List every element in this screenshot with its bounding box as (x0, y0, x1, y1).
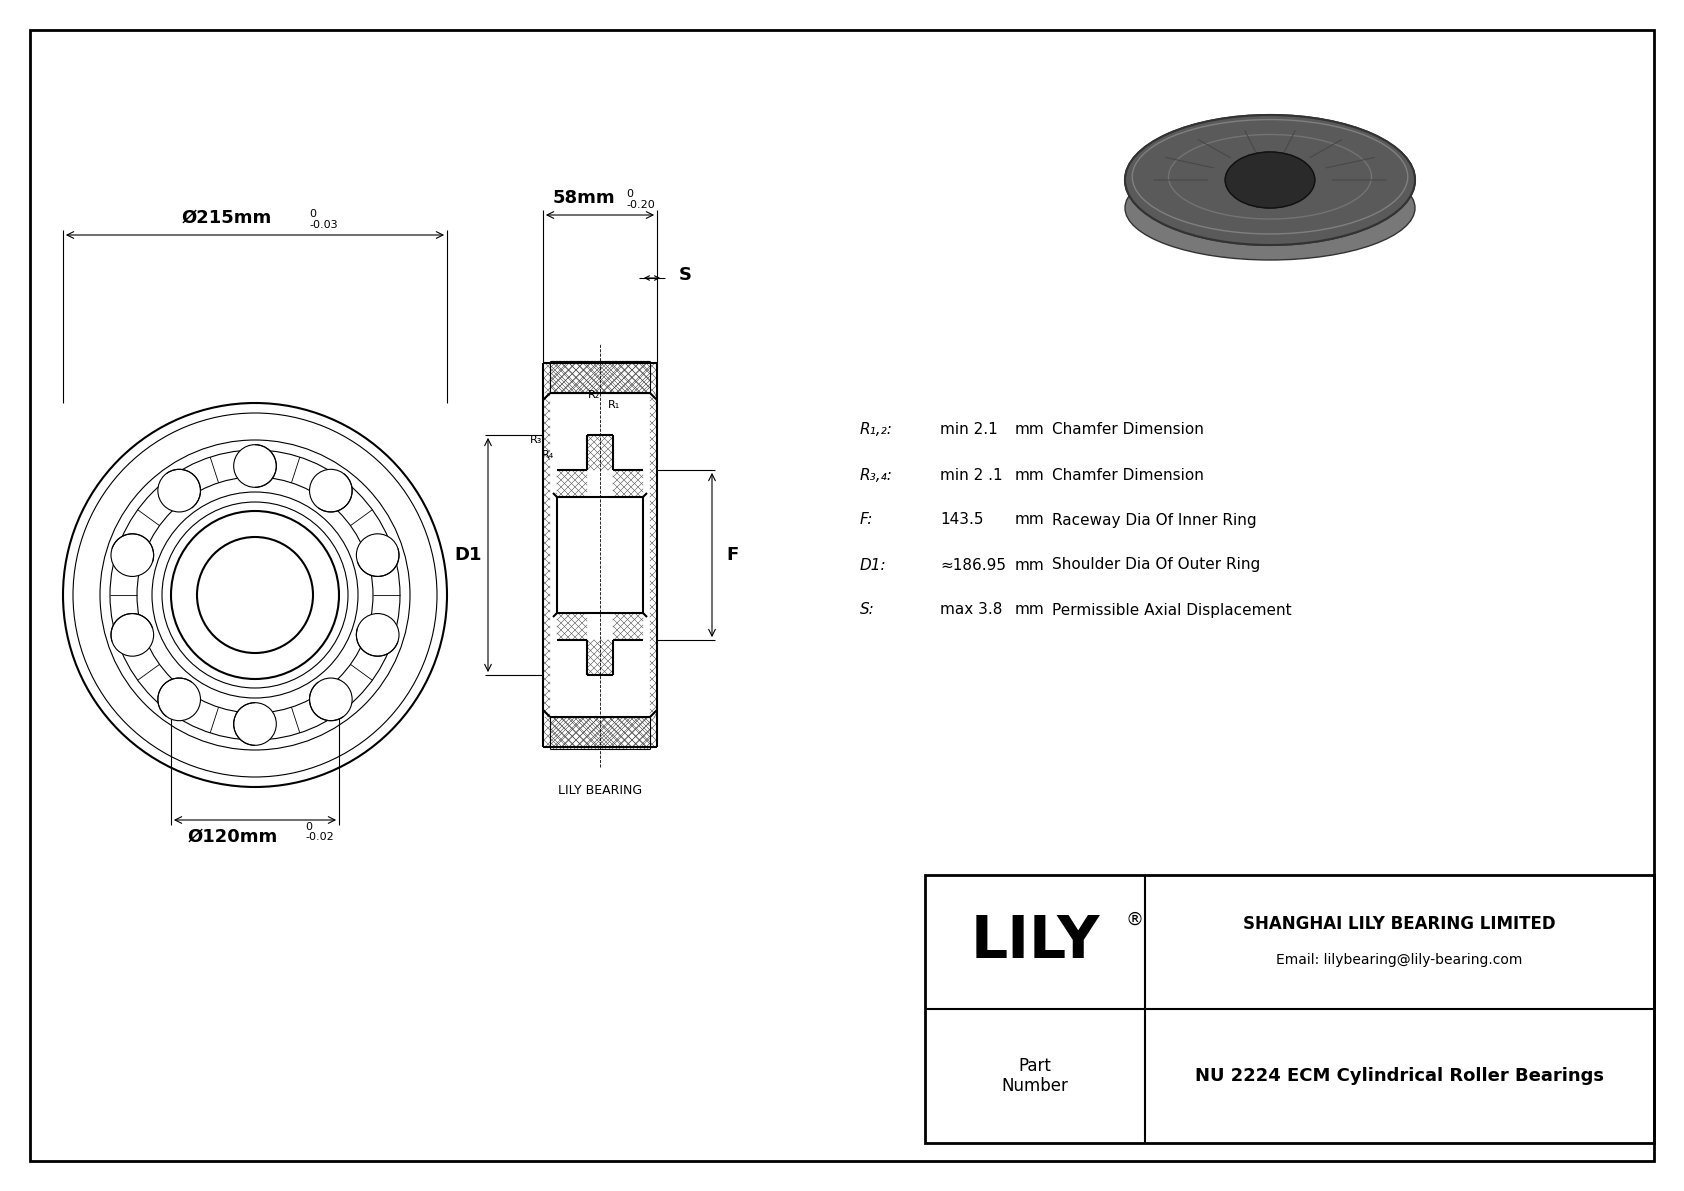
Text: 0: 0 (305, 822, 312, 833)
Text: LILY: LILY (970, 913, 1100, 971)
Text: min 2.1: min 2.1 (940, 423, 997, 437)
Circle shape (357, 613, 399, 656)
Text: LILY BEARING: LILY BEARING (557, 784, 642, 797)
Text: R₁,₂:: R₁,₂: (861, 423, 893, 437)
FancyArrowPatch shape (1199, 139, 1231, 157)
Text: R₂: R₂ (588, 389, 600, 400)
Text: Shoulder Dia Of Outer Ring: Shoulder Dia Of Outer Ring (1052, 557, 1260, 573)
Bar (925, 875, 1654, 1143)
Text: Ø215mm: Ø215mm (182, 208, 273, 227)
Ellipse shape (1125, 116, 1415, 245)
Text: mm: mm (1015, 423, 1044, 437)
Circle shape (234, 444, 276, 487)
Text: -0.02: -0.02 (305, 833, 333, 842)
Text: Chamfer Dimension: Chamfer Dimension (1052, 423, 1204, 437)
Text: NU 2224 ECM Cylindrical Roller Bearings: NU 2224 ECM Cylindrical Roller Bearings (1196, 1067, 1603, 1085)
Text: min 2 .1: min 2 .1 (940, 468, 1002, 482)
Ellipse shape (1125, 116, 1415, 245)
Text: 58mm: 58mm (552, 189, 615, 207)
Text: ®: ® (1127, 911, 1143, 929)
Text: mm: mm (1015, 557, 1044, 573)
Text: Part
Number: Part Number (1002, 1056, 1068, 1096)
Text: Chamfer Dimension: Chamfer Dimension (1052, 468, 1204, 482)
Text: -0.03: -0.03 (308, 220, 337, 230)
Text: max 3.8: max 3.8 (940, 603, 1002, 617)
Circle shape (234, 703, 276, 746)
Text: S: S (679, 266, 692, 283)
Text: 0: 0 (626, 189, 633, 199)
Text: D1:: D1: (861, 557, 886, 573)
Text: 143.5: 143.5 (940, 512, 983, 528)
Ellipse shape (1226, 152, 1315, 208)
Text: mm: mm (1015, 468, 1044, 482)
Text: R₃: R₃ (530, 435, 542, 445)
Ellipse shape (1125, 156, 1415, 260)
Text: D1: D1 (455, 545, 482, 565)
FancyArrowPatch shape (1327, 157, 1374, 168)
Circle shape (158, 678, 200, 721)
Text: F: F (726, 545, 738, 565)
Text: 0: 0 (308, 208, 317, 219)
FancyArrowPatch shape (1165, 157, 1214, 168)
Circle shape (158, 469, 200, 512)
Circle shape (357, 534, 399, 576)
Circle shape (310, 678, 352, 721)
Text: S:: S: (861, 603, 874, 617)
FancyArrowPatch shape (1285, 131, 1295, 151)
Circle shape (310, 469, 352, 512)
Text: mm: mm (1015, 512, 1044, 528)
Circle shape (111, 534, 153, 576)
Text: R₁: R₁ (608, 400, 620, 410)
Circle shape (111, 613, 153, 656)
Text: ≈186.95: ≈186.95 (940, 557, 1005, 573)
Text: mm: mm (1015, 603, 1044, 617)
Text: R₃,₄:: R₃,₄: (861, 468, 893, 482)
Text: Ø120mm: Ø120mm (189, 828, 278, 846)
Text: SHANGHAI LILY BEARING LIMITED: SHANGHAI LILY BEARING LIMITED (1243, 915, 1556, 933)
Text: F:: F: (861, 512, 874, 528)
Text: Permissible Axial Displacement: Permissible Axial Displacement (1052, 603, 1292, 617)
FancyArrowPatch shape (1310, 139, 1342, 157)
Ellipse shape (1226, 152, 1315, 208)
FancyArrowPatch shape (1244, 131, 1256, 151)
Text: R₄: R₄ (542, 450, 554, 460)
Text: -0.20: -0.20 (626, 200, 655, 210)
Text: Raceway Dia Of Inner Ring: Raceway Dia Of Inner Ring (1052, 512, 1256, 528)
Text: Email: lilybearing@lily-bearing.com: Email: lilybearing@lily-bearing.com (1276, 953, 1522, 967)
